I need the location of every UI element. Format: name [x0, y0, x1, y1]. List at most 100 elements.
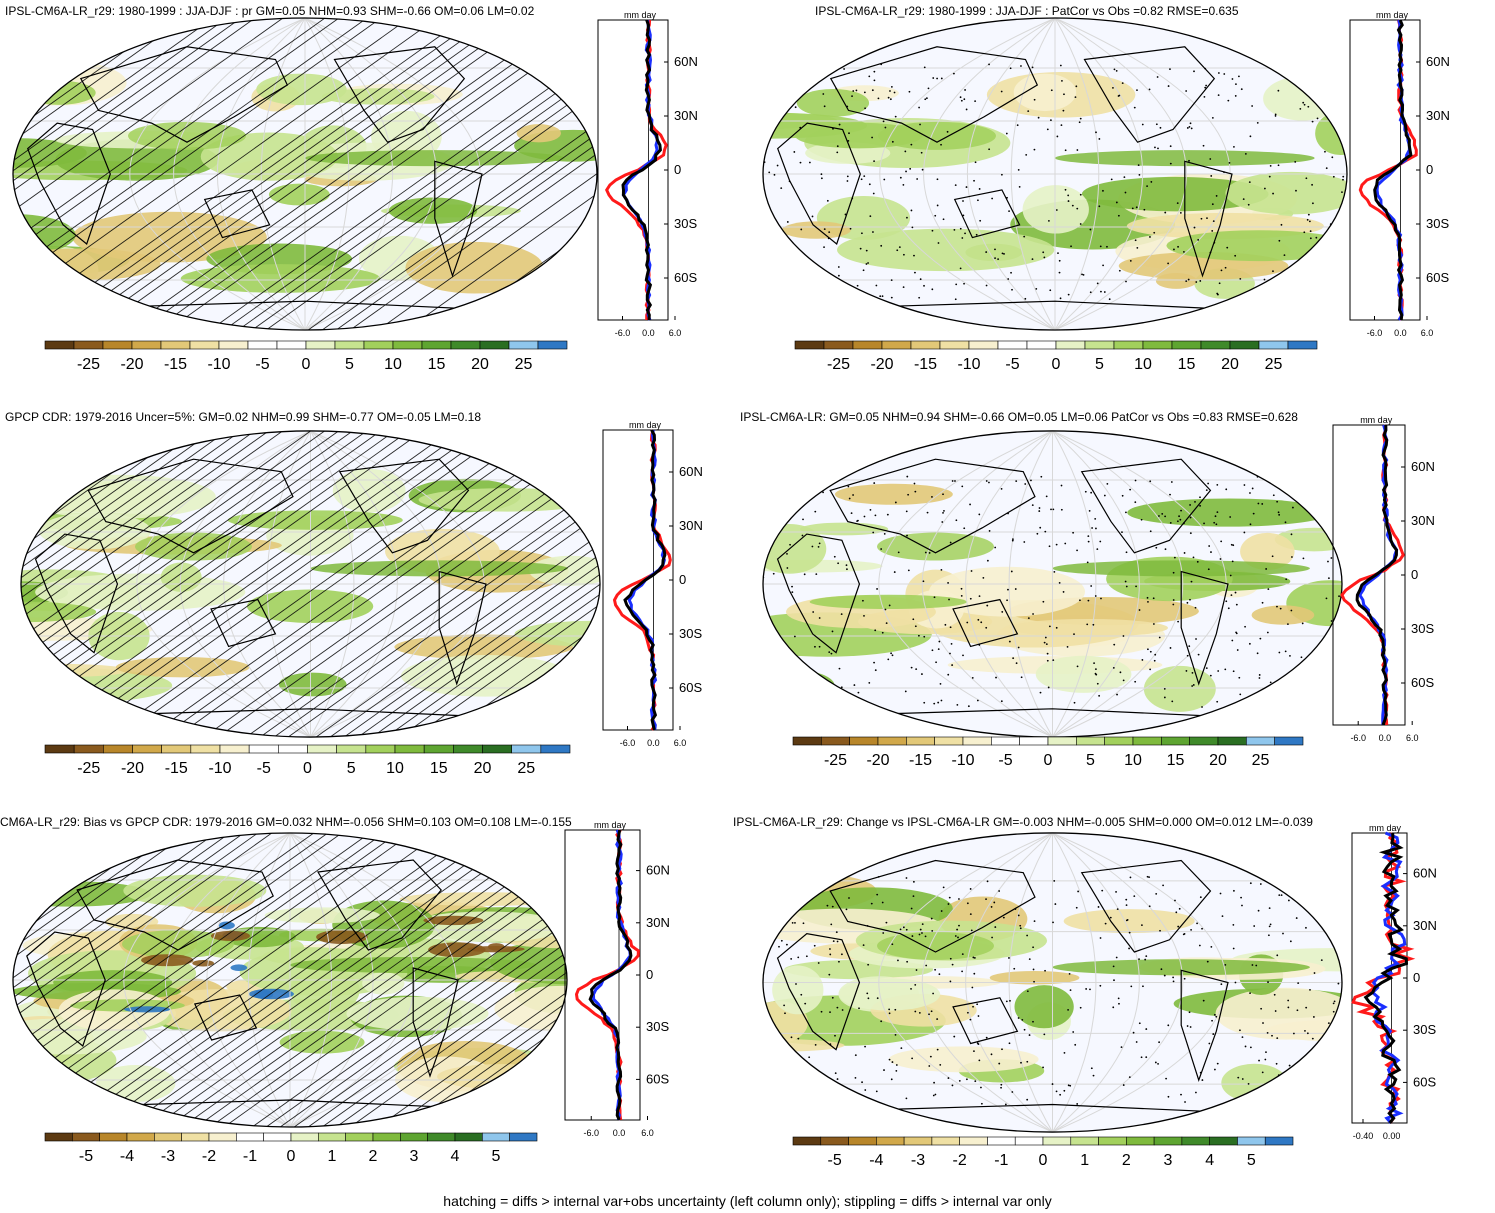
colorbar-label: -5 — [1005, 356, 1019, 373]
profile-line — [1355, 424, 1399, 726]
colorbar-swatch — [479, 340, 510, 350]
profile-line — [1358, 19, 1418, 321]
colorbar-swatch — [876, 1136, 905, 1146]
colorbar-swatch — [509, 1132, 538, 1142]
colorbar-swatch — [959, 1136, 988, 1146]
colorbar-swatch — [511, 744, 542, 754]
profile-lat-tick: 60N — [679, 464, 703, 479]
profile-lat-tick: 30S — [1411, 621, 1434, 636]
colorbar-swatch — [962, 736, 992, 746]
colorbar-swatch — [392, 340, 423, 350]
colorbar-swatch — [820, 1136, 849, 1146]
colorbar-swatch — [1200, 340, 1231, 350]
colorbar-1: -25 -20 -15 -10 -5 0 5 10 15 20 25 — [44, 340, 568, 373]
profile-x-tick: 6.0 — [1421, 328, 1434, 338]
profile-lat-tick: 60S — [679, 680, 702, 695]
colorbar-swatch — [1104, 736, 1134, 746]
profile-lat-tick: 60S — [1413, 1074, 1436, 1089]
colorbar-swatch — [219, 744, 250, 754]
colorbar-label: 25 — [517, 760, 535, 777]
profile-lat-tick: 30N — [1411, 513, 1435, 528]
profile-lat-tick: 30N — [679, 518, 703, 533]
colorbar-swatch — [450, 340, 481, 350]
colorbar-swatch — [1084, 340, 1115, 350]
profile-lat-tick: 0 — [1411, 567, 1418, 582]
colorbar-swatch — [1055, 340, 1086, 350]
colorbar-swatch — [1171, 340, 1202, 350]
colorbar-label: -5 — [255, 356, 269, 373]
colorbar-label: -20 — [121, 760, 144, 777]
profile-lat-tick: 30N — [1413, 918, 1437, 933]
colorbar-swatch — [305, 340, 336, 350]
profile-unit-label: mm day — [1369, 823, 1402, 833]
colorbar-swatch — [794, 340, 825, 350]
colorbar-label: -4 — [120, 1148, 134, 1165]
profile-line — [1363, 832, 1409, 1124]
colorbar-swatch — [821, 736, 850, 746]
colorbar-label: -20 — [866, 752, 889, 769]
map-panel-1 — [12, 17, 598, 331]
profile-line — [1340, 424, 1405, 726]
colorbar-swatch — [903, 1136, 933, 1146]
colorbar-swatch — [44, 744, 75, 754]
colorbar-swatch — [99, 1132, 128, 1142]
colorbar-swatch — [849, 736, 879, 746]
colorbar-swatch — [877, 736, 907, 746]
colorbar-swatch — [1142, 340, 1173, 350]
colorbar-label: 20 — [471, 356, 489, 373]
colorbar-label: 1 — [1080, 1152, 1089, 1169]
colorbar-swatch — [1070, 1136, 1099, 1146]
colorbar-swatch — [247, 340, 278, 350]
profile-x-tick: -6.0 — [583, 1128, 599, 1138]
profile-x-tick: -6.0 — [620, 738, 636, 748]
colorbar-label: -10 — [207, 356, 230, 373]
profile-lat-tick: 30S — [1413, 1022, 1436, 1037]
profile-line — [588, 829, 633, 1121]
profile-lat-tick: 0 — [679, 572, 686, 587]
colorbar-swatch — [154, 1132, 182, 1142]
panel-title-6: IPSL-CM6A-LR_r29: Change vs IPSL-CM6A-LR… — [733, 815, 1313, 829]
panel-title-1: IPSL-CM6A-LR_r29: 1980-1999 : JJA-DJF : … — [5, 4, 535, 18]
profile-lat-tick: 0 — [1413, 970, 1420, 985]
colorbar-swatch — [852, 340, 883, 350]
panel-title-4: IPSL-CM6A-LR: GM=0.05 NHM=0.94 SHM=-0.66… — [740, 410, 1298, 424]
colorbar-swatch — [189, 340, 220, 350]
colorbar-label: -1 — [994, 1152, 1008, 1169]
colorbar-swatch — [934, 736, 964, 746]
zonal-profile-5: mm day 60N 30N 0 30S 60S -6.0 0.0 6.0 — [564, 820, 670, 1138]
profile-x-tick: 0.0 — [647, 738, 660, 748]
colorbar-swatch — [236, 1132, 264, 1142]
colorbar-label: 1 — [328, 1148, 337, 1165]
colorbar-label: 25 — [1265, 356, 1283, 373]
colorbar-swatch — [132, 744, 162, 754]
colorbar-swatch — [44, 340, 75, 350]
colorbar-swatch — [1274, 736, 1304, 746]
colorbar-label: 2 — [369, 1148, 378, 1165]
colorbar-label: 0 — [287, 1148, 296, 1165]
colorbar-swatch — [1237, 1136, 1266, 1146]
colorbar-label: 15 — [430, 760, 448, 777]
colorbar-swatch — [1019, 736, 1049, 746]
colorbar-label: -25 — [824, 752, 847, 769]
colorbar-swatch — [276, 340, 307, 350]
colorbar-swatch — [1229, 340, 1260, 350]
profile-x-tick: 0.0 — [1394, 328, 1407, 338]
colorbar-label: -5 — [998, 752, 1012, 769]
profile-lat-tick: 60N — [674, 54, 698, 69]
colorbar-swatch — [1258, 340, 1289, 350]
colorbar-swatch — [1113, 340, 1144, 350]
colorbar-swatch — [1264, 1136, 1294, 1146]
colorbar-label: 5 — [1247, 1152, 1256, 1169]
colorbar-swatch — [848, 1136, 877, 1146]
colorbar-5: -5 -4 -3 -2 -1 0 1 2 3 4 5 — [44, 1132, 538, 1165]
colorbar-swatch — [278, 744, 308, 754]
map-panel-2 — [762, 17, 1348, 331]
colorbar-swatch — [103, 744, 133, 754]
profile-lat-tick: 60N — [646, 863, 670, 878]
colorbar-swatch — [400, 1132, 428, 1142]
colorbar-swatch — [823, 340, 854, 350]
colorbar-label: 25 — [1252, 752, 1270, 769]
colorbar-swatch — [1153, 1136, 1183, 1146]
colorbar-swatch — [1209, 1136, 1238, 1146]
profile-unit-label: mm day — [594, 820, 627, 830]
